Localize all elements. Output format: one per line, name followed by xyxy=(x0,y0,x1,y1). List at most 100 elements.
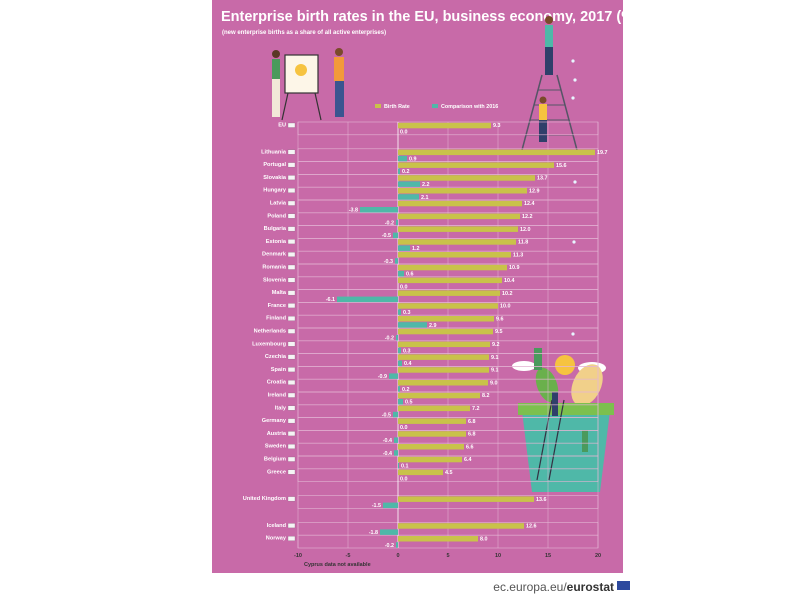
label-birth-rate-norway: 8.0 xyxy=(480,536,488,542)
label-birth-rate-iceland: 12.6 xyxy=(526,524,537,530)
belgium-flag-icon xyxy=(287,456,296,462)
bar-birth-rate-eu xyxy=(398,122,491,129)
label-birth-rate-estonia: 11.8 xyxy=(518,240,528,246)
ladder-illustration xyxy=(521,16,578,151)
label-comparison-iceland: -1.8 xyxy=(369,530,378,536)
label-birth-rate-netherlands: 9.5 xyxy=(495,329,503,335)
label-birth-rate-romania: 10.9 xyxy=(509,265,520,271)
country-label-belgium: Belgium xyxy=(264,457,286,463)
label-birth-rate-belgium: 6.4 xyxy=(464,457,472,463)
label-comparison-denmark: -0.3 xyxy=(384,259,393,265)
bar-comparison-denmark xyxy=(395,258,398,264)
label-comparison-austria: -0.4 xyxy=(383,438,392,444)
label-birth-rate-finland: 9.6 xyxy=(496,316,504,322)
x-axis: -10 -5 0 5 10 15 20 xyxy=(294,553,601,559)
bar-comparison-finland xyxy=(398,322,427,328)
italy-flag-icon xyxy=(287,405,296,411)
bar-comparison-luxembourg xyxy=(398,347,401,354)
bar-birth-rate-slovakia xyxy=(398,175,535,181)
label-birth-rate-bulgaria: 12.0 xyxy=(520,227,531,233)
germany-flag-icon xyxy=(287,418,296,424)
bar-comparison-slovakia xyxy=(398,181,420,187)
x-tick-label: 0 xyxy=(396,553,399,559)
label-comparison-hungary: 2.1 xyxy=(421,195,429,201)
footer-site-link[interactable]: ec.europa.eu/eurostat xyxy=(493,580,614,594)
label-birth-rate-hungary: 12.9 xyxy=(529,188,540,194)
label-birth-rate-eu: 9.3 xyxy=(493,123,501,129)
gridlines xyxy=(297,121,599,549)
country-label-finland: Finland xyxy=(266,316,286,322)
country-label-denmark: Denmark xyxy=(262,252,287,258)
country-label-austria: Austria xyxy=(267,431,287,437)
label-comparison-norway: -0.2 xyxy=(385,543,394,549)
x-tick-label: -10 xyxy=(294,553,302,559)
finland-flag-icon xyxy=(287,316,296,321)
uk-flag-icon xyxy=(287,496,296,502)
bar-comparison-portugal xyxy=(398,168,400,175)
label-birth-rate-malta: 10.2 xyxy=(502,291,513,297)
bar-birth-rate-czechia xyxy=(398,354,489,360)
bar-comparison-czechia xyxy=(398,360,402,367)
country-label-sweden: Sweden xyxy=(265,444,287,450)
label-birth-rate-luxembourg: 9.2 xyxy=(492,342,500,348)
label-comparison-portugal: 0.2 xyxy=(402,169,410,175)
label-birth-rate-austria: 6.8 xyxy=(468,432,476,438)
bar-comparison-estonia xyxy=(398,245,410,251)
label-comparison-estonia: 1.2 xyxy=(412,246,420,252)
country-label-greece: Greece xyxy=(267,469,286,475)
x-tick-label: 20 xyxy=(595,553,601,559)
france-flag-icon xyxy=(287,303,296,309)
country-label-slovenia: Slovenia xyxy=(263,277,287,283)
label-birth-rate-france: 10.0 xyxy=(500,304,511,310)
ireland-flag-icon xyxy=(287,392,296,398)
chart-title: Enterprise birth rates in the EU, busine… xyxy=(221,9,623,25)
bar-birth-rate-luxembourg xyxy=(398,341,490,348)
netherlands-flag-icon xyxy=(287,328,296,334)
spain-flag-icon xyxy=(287,367,296,373)
row-labels: EU Lithuania Portugal Slovakia Hungary Latvia… xyxy=(243,123,296,542)
iceland-flag-icon xyxy=(287,523,296,529)
country-label-czechia: Czechia xyxy=(265,354,287,360)
hungary-flag-icon xyxy=(287,188,296,193)
bar-birth-rate-portugal xyxy=(398,162,554,168)
bar-chart: 9.3 0.0 19.7 0.9 15.6 0.2 13.7 2.2 12.9 2.1 12.4 -3… xyxy=(243,16,614,568)
czechia-flag-icon xyxy=(287,354,296,360)
label-birth-rate-germany: 6.8 xyxy=(468,419,476,425)
label-comparison-lithuania: 0.9 xyxy=(409,156,417,162)
legend: Birth Rate Comparison with 2016 xyxy=(375,104,498,110)
label-birth-rate-latvia: 12.4 xyxy=(524,201,535,207)
infographic-poster: Enterprise birth rates in the EU, busine… xyxy=(212,0,623,573)
label-comparison-united-kingdom: -1.5 xyxy=(372,503,381,509)
slovenia-flag-icon xyxy=(287,277,296,283)
label-comparison-finland: 2.9 xyxy=(429,323,437,329)
country-label-france: France xyxy=(268,303,286,309)
country-label-united-kingdom: United Kingdom xyxy=(243,496,286,502)
label-comparison-malta: -6.1 xyxy=(326,297,335,303)
country-label-eu: EU xyxy=(278,123,286,129)
denmark-flag-icon xyxy=(287,252,296,257)
bar-comparison-belgium xyxy=(398,463,399,469)
bar-comparison-romania xyxy=(398,271,404,277)
country-label-italy: Italy xyxy=(275,405,287,411)
label-birth-rate-spain: 9.1 xyxy=(491,368,499,374)
bar-birth-rate-ireland xyxy=(398,392,480,399)
label-birth-rate-ireland: 8.2 xyxy=(482,393,490,399)
bar-birth-rate-united-kingdom xyxy=(398,496,534,502)
country-label-lithuania: Lithuania xyxy=(261,149,287,155)
lithuania-flag-icon xyxy=(287,149,296,155)
label-comparison-eu: 0.0 xyxy=(400,130,408,136)
x-tick-label: -5 xyxy=(346,553,351,559)
label-birth-rate-united-kingdom: 13.6 xyxy=(536,497,547,503)
country-label-spain: Spain xyxy=(271,367,287,373)
country-label-latvia: Latvia xyxy=(270,201,287,207)
bar-birth-rate-netherlands xyxy=(398,328,493,335)
eu-flag-icon xyxy=(617,581,630,590)
austria-flag-icon xyxy=(287,431,296,437)
label-comparison-slovenia: 0.0 xyxy=(400,284,408,290)
footer-site-brand: eurostat xyxy=(566,580,614,594)
bar-birth-rate-france xyxy=(398,303,498,309)
bar-birth-rate-denmark xyxy=(398,252,511,258)
label-comparison-slovakia: 2.2 xyxy=(422,182,430,188)
bar-birth-rate-belgium xyxy=(398,456,462,463)
bar-comparison-hungary xyxy=(398,194,419,200)
